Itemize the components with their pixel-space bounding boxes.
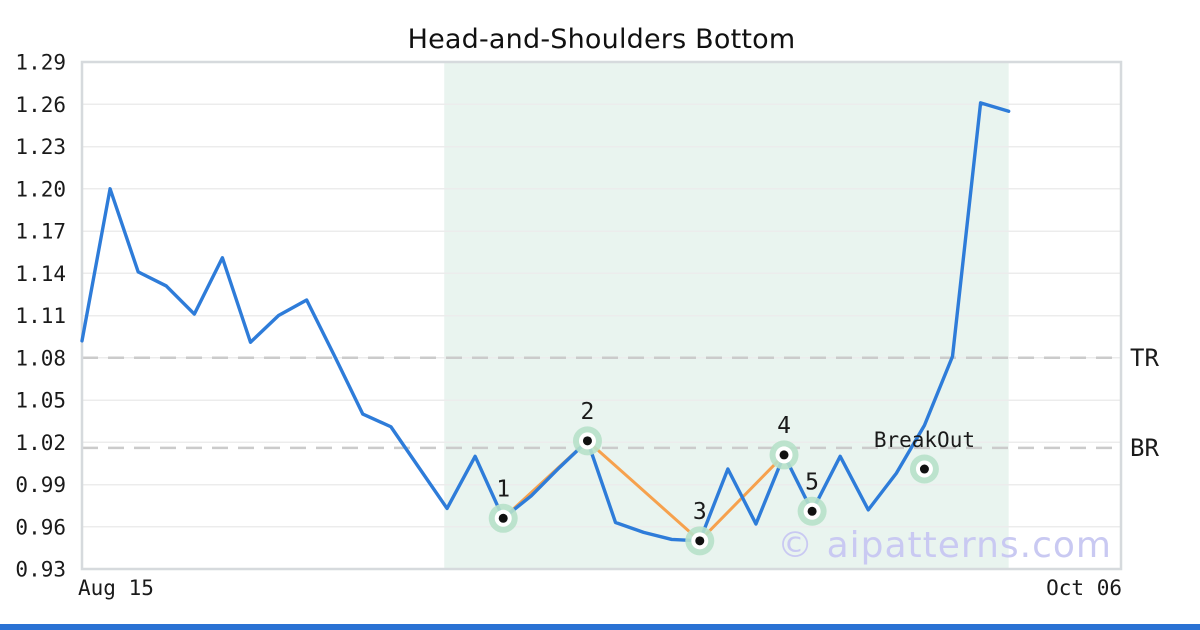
marker-dot-4	[779, 450, 789, 460]
marker-dot-3	[695, 536, 705, 546]
y-tick-label: 0.96	[15, 515, 66, 539]
annotation-label-5: 5	[805, 469, 819, 495]
annotation-label-2: 2	[581, 399, 595, 425]
level-label-BR: BR	[1130, 434, 1159, 462]
marker-dot-2	[582, 436, 592, 446]
y-tick-label: 1.05	[15, 389, 66, 413]
marker-dot-BreakOut	[919, 464, 929, 474]
y-tick-label: 1.14	[15, 262, 66, 286]
chart-title: Head-and-Shoulders Bottom	[407, 24, 796, 55]
bottom-accent-bar	[0, 624, 1200, 630]
annotation-label-3: 3	[693, 499, 707, 525]
annotation-label-1: 1	[496, 476, 510, 502]
y-tick-label: 0.99	[15, 473, 66, 497]
annotation-label-4: 4	[777, 413, 791, 439]
price-line	[80, 101, 1011, 543]
y-tick-label: 1.26	[15, 93, 66, 117]
y-tick-label: 1.02	[15, 431, 66, 455]
y-tick-label: 1.29	[15, 51, 66, 75]
level-label-TR: TR	[1130, 344, 1159, 372]
y-tick-label: 1.20	[15, 177, 66, 201]
y-tick-label: 1.23	[15, 135, 66, 159]
y-tick-label: 0.93	[15, 558, 66, 582]
plot-frame	[80, 60, 1123, 571]
marker-dot-1	[498, 513, 508, 523]
y-tick-label: 1.11	[15, 304, 66, 328]
watermark: © aipatterns.com	[777, 525, 1112, 566]
marker-dot-5	[807, 506, 817, 516]
x-axis-label-end: Oct 06	[1046, 576, 1122, 600]
y-tick-label: 1.08	[15, 346, 66, 370]
x-axis-label-start: Aug 15	[78, 576, 154, 600]
y-tick-label: 1.17	[15, 220, 66, 244]
annotation-label-BreakOut: BreakOut	[874, 428, 975, 452]
